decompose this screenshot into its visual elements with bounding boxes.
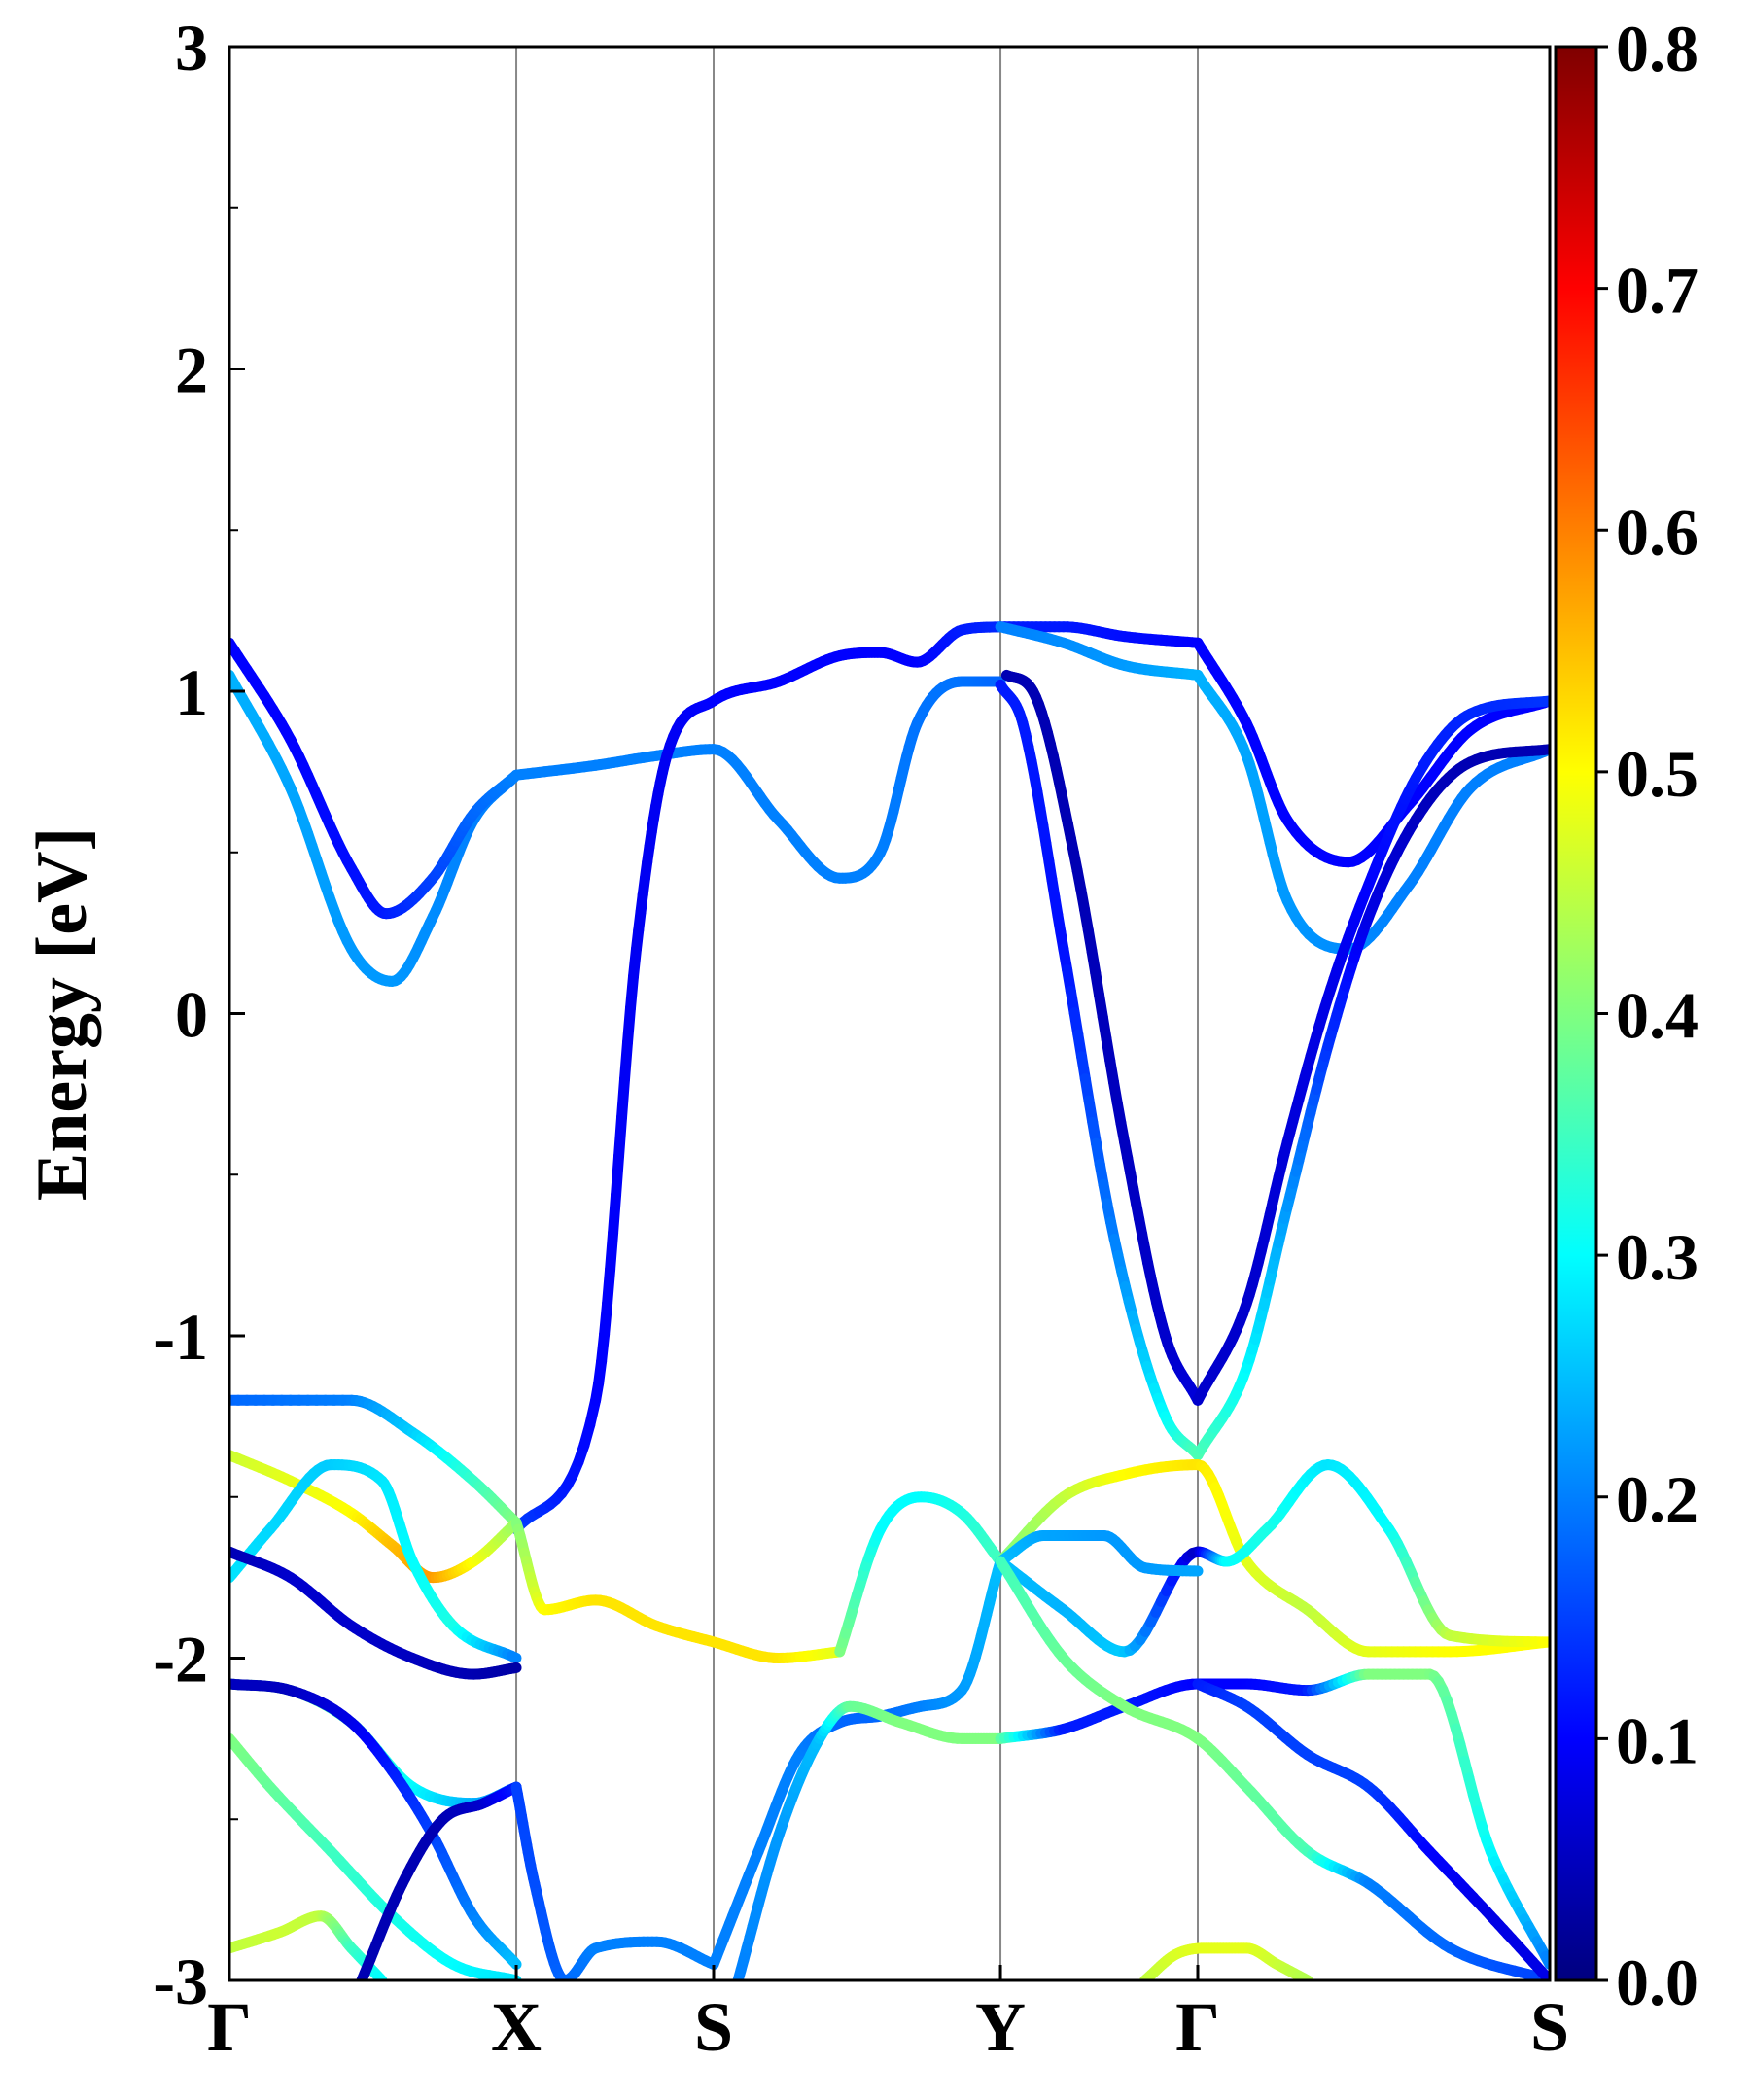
kpoint-label: S <box>694 1988 733 2066</box>
band-segment <box>608 1189 622 1239</box>
band <box>229 1459 522 1663</box>
colorbar-tick-label: 0.4 <box>1616 979 1698 1053</box>
band <box>1139 1942 1313 1980</box>
band <box>995 1459 1550 1658</box>
band <box>1192 744 1550 1461</box>
band <box>1192 1678 1550 1980</box>
band-segment <box>619 1036 634 1085</box>
colorbar-tick-label: 0.8 <box>1616 12 1698 86</box>
band <box>510 1517 846 1663</box>
y-tick-label: 1 <box>175 655 208 729</box>
colorbar-tick-label: 0.6 <box>1616 495 1698 569</box>
band-segment <box>508 1662 522 1674</box>
y-tick-label: -3 <box>153 1944 208 2018</box>
band <box>510 1781 719 1980</box>
band-segment <box>611 1150 625 1201</box>
band <box>229 1394 522 1528</box>
colorbar-tick-label: 0.3 <box>1616 1220 1698 1294</box>
band <box>229 1546 522 1680</box>
kpoint-label: Γ <box>207 1988 252 2066</box>
colorbar-gradient <box>1556 47 1596 1980</box>
band-segment <box>506 1650 522 1663</box>
kpoint-label: S <box>1530 1988 1569 2066</box>
colorbar-tick-label: 0.7 <box>1616 254 1698 328</box>
band <box>229 637 522 920</box>
y-axis: 3 2 1 0 -1 -2 -3 <box>153 11 245 2018</box>
band-segment <box>616 1073 631 1123</box>
colorbar: 0.8 0.7 0.6 0.5 0.4 0.3 0.2 0.1 0.0 <box>1554 12 1698 2019</box>
band-segment <box>613 1111 628 1162</box>
y-tick-label: 2 <box>175 333 208 407</box>
band <box>1000 669 1204 1406</box>
band-segment <box>508 1955 522 1970</box>
colorbar-tick-label: 0.1 <box>1616 1703 1698 1777</box>
band-segment <box>622 1002 637 1048</box>
kpoint-label: X <box>491 1988 542 2066</box>
band <box>229 1678 522 1970</box>
y-tick-label: 0 <box>175 978 208 1052</box>
kpoint-label: Γ <box>1175 1988 1220 2066</box>
colorbar-tick-label: 0.2 <box>1616 1462 1698 1536</box>
band <box>995 1530 1204 1577</box>
band <box>995 679 1204 1461</box>
band-segment <box>602 1264 616 1310</box>
band <box>732 1700 1006 1980</box>
band <box>1192 695 1550 1406</box>
y-axis-title: Energy [eV] <box>22 827 102 1201</box>
band <box>229 669 522 987</box>
kpoint-label: Y <box>975 1988 1026 2066</box>
band <box>834 1491 1006 1658</box>
band-segment <box>605 1227 619 1276</box>
y-tick-label: -2 <box>153 1623 208 1697</box>
plot-frame <box>228 45 1552 1982</box>
colorbar-tick-label: 0.0 <box>1616 1945 1698 2019</box>
band-curves <box>229 621 1550 1980</box>
band <box>510 676 1006 884</box>
y-tick-label: -1 <box>153 1300 208 1374</box>
colorbar-tick-label: 0.5 <box>1616 737 1698 811</box>
band <box>229 1910 388 1980</box>
band <box>510 621 1006 1535</box>
band <box>995 1556 1550 1980</box>
y-tick-label: 3 <box>175 11 208 85</box>
